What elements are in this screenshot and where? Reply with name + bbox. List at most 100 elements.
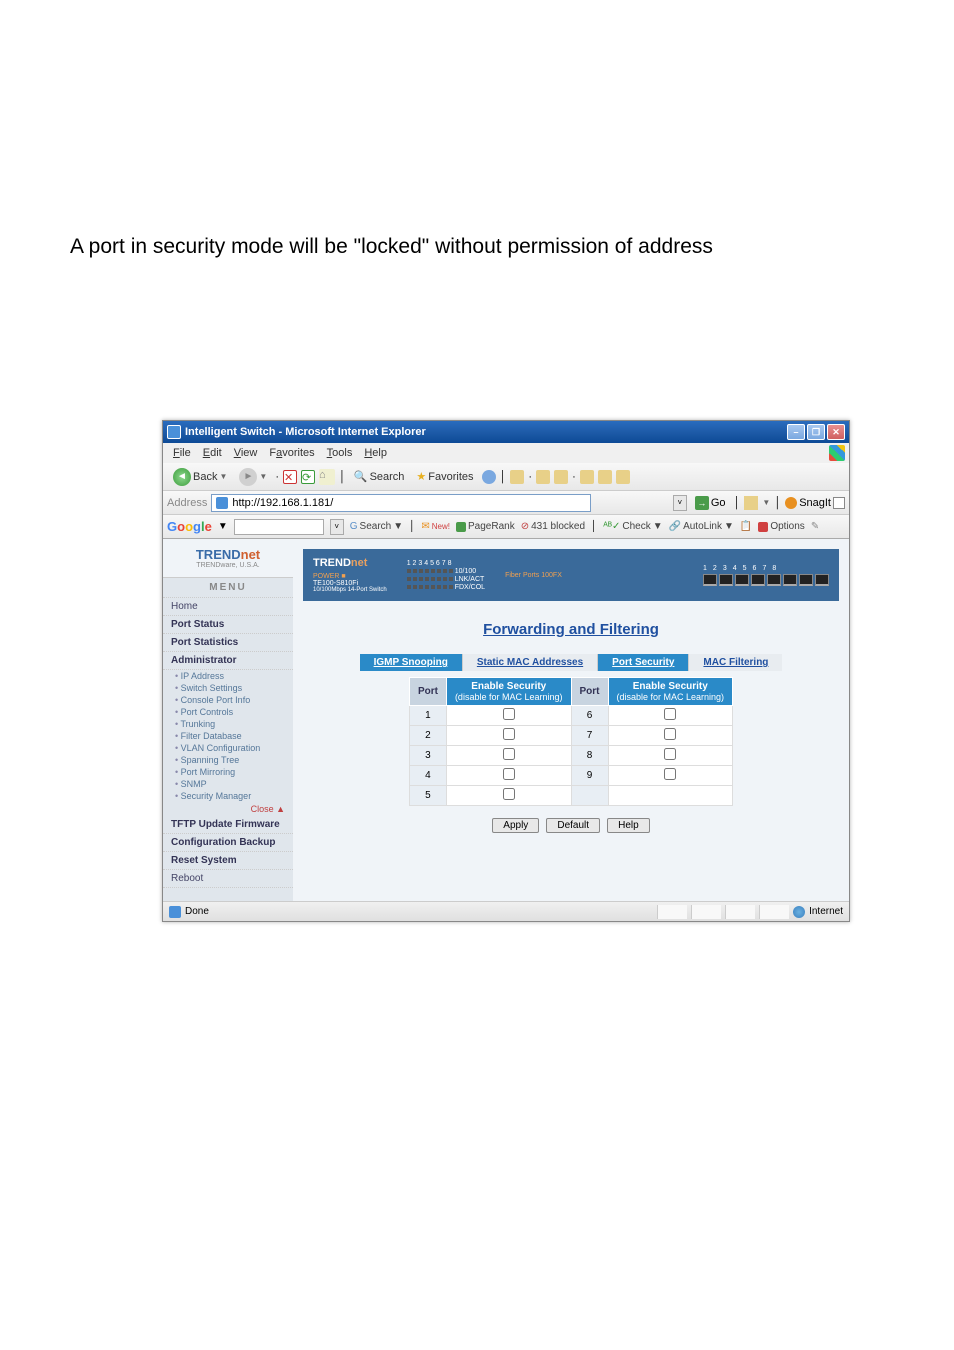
nav-snmp[interactable]: SNMP (163, 778, 293, 790)
main-panel: TRENDnet POWER ■ TE100-S810Fi 10/100Mbps… (293, 539, 849, 901)
status-segment (691, 905, 721, 919)
default-button[interactable]: Default (546, 818, 600, 833)
separator: │ (409, 521, 415, 532)
nav-port-mirroring[interactable]: Port Mirroring (163, 766, 293, 778)
minimize-button[interactable]: – (787, 424, 805, 440)
page-icon (216, 497, 228, 509)
menu-help[interactable]: Help (358, 445, 393, 461)
separator: · (528, 471, 532, 483)
google-news-button[interactable]: ✉ New! (421, 521, 450, 532)
menu-bar: File Edit View Favorites Tools Help (163, 443, 849, 463)
table-header-enable: Enable Security (disable for MAC Learnin… (446, 678, 571, 706)
favorites-button[interactable]: ★ Favorites (412, 468, 477, 485)
nav-security-manager[interactable]: Security Manager (163, 790, 293, 802)
menu-edit[interactable]: Edit (197, 445, 228, 461)
port-9-checkbox[interactable] (664, 768, 676, 780)
go-button[interactable]: → Go (691, 495, 730, 511)
research-button[interactable] (616, 470, 630, 484)
port-5-checkbox[interactable] (503, 788, 515, 800)
nav-tftp[interactable]: TFTP Update Firmware (163, 816, 293, 834)
port-2-checkbox[interactable] (503, 728, 515, 740)
snagit-icon (785, 497, 797, 509)
table-header-port2: Port (571, 678, 608, 706)
refresh-button[interactable]: ⟳ (301, 470, 315, 484)
address-dropdown[interactable]: ˅ (673, 495, 687, 511)
stop-button[interactable]: ✕ (283, 470, 297, 484)
print-button[interactable] (554, 470, 568, 484)
nav-administrator[interactable]: Administrator (163, 652, 293, 670)
snagit-button[interactable]: SnagIt (785, 497, 845, 509)
menu-favorites[interactable]: Favorites (263, 445, 320, 461)
internet-zone-icon (793, 906, 805, 918)
search-button[interactable]: 🔍 Search (350, 468, 409, 485)
port-4-checkbox[interactable] (503, 768, 515, 780)
nav-switch-settings[interactable]: Switch Settings (163, 682, 293, 694)
port-8-checkbox[interactable] (664, 748, 676, 760)
google-autolink[interactable]: 🔗 AutoLink ▼ (669, 521, 734, 532)
google-search-dropdown[interactable]: ˅ (330, 519, 344, 535)
nav-port-status[interactable]: Port Status (163, 616, 293, 634)
nav-reboot[interactable]: Reboot (163, 870, 293, 888)
search-icon: 🔍 (354, 470, 368, 483)
separator: · (275, 471, 279, 483)
google-logo[interactable]: Google (167, 519, 212, 534)
status-bar: Done Internet (163, 901, 849, 921)
media-button[interactable] (482, 470, 496, 484)
help-button[interactable]: Help (607, 818, 650, 833)
table-row: 1 6 (409, 706, 732, 726)
history-button[interactable] (510, 470, 524, 484)
menu-view[interactable]: View (228, 445, 264, 461)
go-icon: → (695, 496, 709, 510)
port-6-checkbox[interactable] (664, 708, 676, 720)
action-buttons: Apply Default Help (293, 810, 849, 841)
nav-console-port[interactable]: Console Port Info (163, 694, 293, 706)
snagit-capture-icon[interactable] (833, 497, 845, 509)
nav-home[interactable]: Home (163, 598, 293, 616)
table-row: 3 8 (409, 746, 732, 766)
discuss-button[interactable] (598, 470, 612, 484)
links-button[interactable] (744, 496, 758, 510)
address-input[interactable]: http://192.168.1.181/ (211, 494, 591, 512)
google-search-button[interactable]: G Search ▼ (350, 521, 403, 532)
tab-static-mac[interactable]: Static MAC Addresses (463, 654, 598, 671)
google-pagerank[interactable]: PageRank (456, 521, 515, 532)
table-row: 2 7 (409, 726, 732, 746)
separator: │ (591, 521, 597, 532)
separator: │ (339, 471, 346, 483)
nav-spanning-tree[interactable]: Spanning Tree (163, 754, 293, 766)
nav-port-controls[interactable]: Port Controls (163, 706, 293, 718)
tab-mac-filtering[interactable]: MAC Filtering (689, 654, 782, 671)
edit-button[interactable] (580, 470, 594, 484)
nav-trunking[interactable]: Trunking (163, 718, 293, 730)
port-3-checkbox[interactable] (503, 748, 515, 760)
address-bar: Address http://192.168.1.181/ ˅ → Go │ ▼… (163, 491, 849, 515)
maximize-button[interactable]: ❐ (807, 424, 825, 440)
google-autofill[interactable]: 📋 (740, 521, 752, 532)
tab-port-security[interactable]: Port Security (598, 654, 689, 671)
nav-filter-database[interactable]: Filter Database (163, 730, 293, 742)
google-check[interactable]: ᴬᴮ✓ Check ▼ (603, 521, 662, 532)
separator: · (572, 471, 576, 483)
nav-close[interactable]: Close ▲ (163, 802, 293, 816)
google-blocked[interactable]: ⊘ 431 blocked (521, 521, 585, 532)
nav-vlan-config[interactable]: VLAN Configuration (163, 742, 293, 754)
nav-backup[interactable]: Configuration Backup (163, 834, 293, 852)
menu-file[interactable]: File (167, 445, 197, 461)
nav-reset[interactable]: Reset System (163, 852, 293, 870)
tab-igmp-snooping[interactable]: IGMP Snooping (360, 654, 463, 671)
google-search-input[interactable] (234, 519, 324, 535)
nav-ip-address[interactable]: IP Address (163, 670, 293, 682)
mail-button[interactable] (536, 470, 550, 484)
nav-port-statistics[interactable]: Port Statistics (163, 634, 293, 652)
forward-button[interactable]: ► ▼ (235, 466, 271, 488)
close-button[interactable]: ✕ (827, 424, 845, 440)
windows-logo-icon (829, 445, 845, 461)
home-button[interactable]: ⌂ (319, 469, 335, 485)
back-button[interactable]: ◄ Back ▼ (169, 466, 231, 488)
google-options[interactable]: Options (758, 521, 804, 532)
port-7-checkbox[interactable] (664, 728, 676, 740)
window-title: Intelligent Switch - Microsoft Internet … (185, 426, 787, 438)
apply-button[interactable]: Apply (492, 818, 539, 833)
port-1-checkbox[interactable] (503, 708, 515, 720)
menu-tools[interactable]: Tools (321, 445, 359, 461)
